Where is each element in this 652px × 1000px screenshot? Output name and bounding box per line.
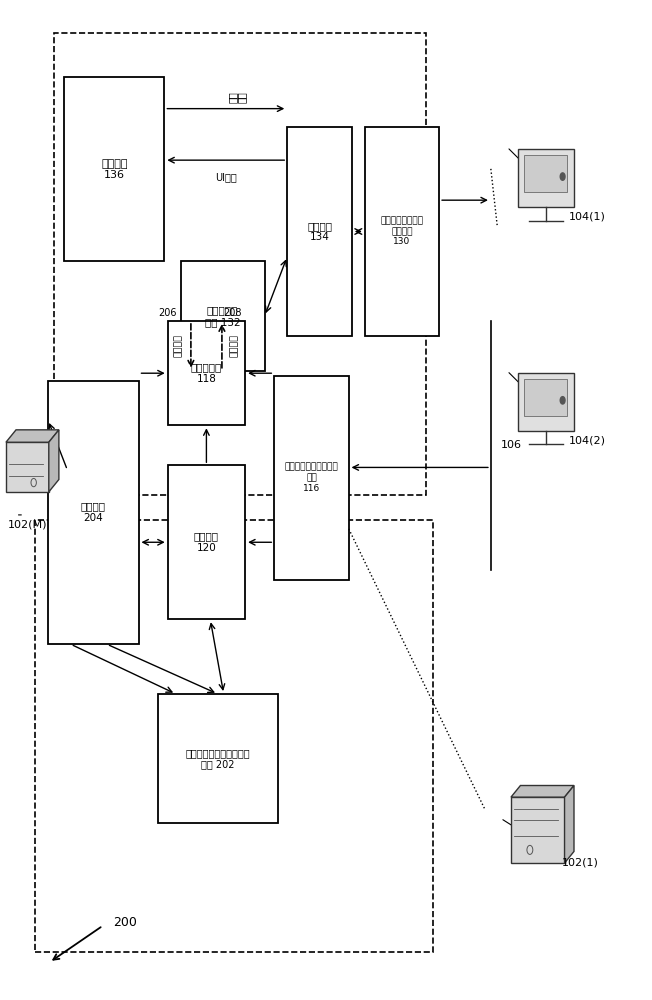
Text: 更新記錄: 更新記錄	[174, 334, 183, 357]
Bar	[168, 465, 245, 619]
Bar	[524, 155, 567, 192]
Polygon shape	[565, 786, 574, 863]
Text: 104(1): 104(1)	[569, 212, 605, 222]
Bar	[518, 149, 574, 207]
Polygon shape	[6, 430, 59, 442]
Bar	[55, 33, 426, 495]
Bar	[288, 127, 352, 336]
Bar	[6, 442, 49, 492]
Text: 106: 106	[501, 440, 522, 450]
Text: （一個或者多個）
通信接口
130: （一個或者多個） 通信接口 130	[381, 217, 423, 246]
Text: 復制框架
120: 復制框架 120	[194, 531, 219, 553]
Bar	[511, 797, 565, 863]
Text: UI改變: UI改變	[215, 172, 237, 182]
Text: 206: 206	[158, 308, 177, 318]
Bar	[274, 376, 349, 580]
Bar	[158, 694, 278, 823]
Bar	[364, 127, 439, 336]
Text: 分析框架
204: 分析框架 204	[81, 502, 106, 523]
Bar	[168, 321, 245, 425]
Text: 上下文數據
118: 上下文數據 118	[191, 362, 222, 384]
Polygon shape	[49, 430, 59, 492]
Circle shape	[560, 173, 565, 180]
Circle shape	[560, 397, 565, 404]
Text: 102(1): 102(1)	[562, 858, 599, 868]
Text: 接口框架
134: 接口框架 134	[307, 221, 332, 242]
Text: 104(2): 104(2)	[569, 435, 606, 445]
Bar	[518, 373, 574, 431]
Bar	[181, 261, 265, 371]
Text: 200: 200	[113, 916, 136, 929]
Bar	[48, 381, 138, 644]
Text: （一個或者多個）通信
接口
116: （一個或者多個）通信 接口 116	[284, 463, 338, 493]
Text: 208: 208	[223, 308, 242, 318]
Text: 記錄: 記錄	[237, 91, 247, 103]
Text: 數據: 數據	[228, 91, 237, 103]
Text: 本地上下文
數據 132: 本地上下文 數據 132	[205, 305, 241, 327]
Bar	[35, 520, 433, 952]
Text: （一個或者多個）觀察者
單元 202: （一個或者多個）觀察者 單元 202	[185, 748, 250, 769]
Bar	[524, 379, 567, 416]
Text: 傳播記錄: 傳播記錄	[230, 334, 239, 357]
Polygon shape	[511, 786, 574, 797]
Text: 用戶界面
136: 用戶界面 136	[101, 159, 128, 180]
Text: 102(M): 102(M)	[8, 520, 48, 530]
Bar	[64, 77, 164, 261]
